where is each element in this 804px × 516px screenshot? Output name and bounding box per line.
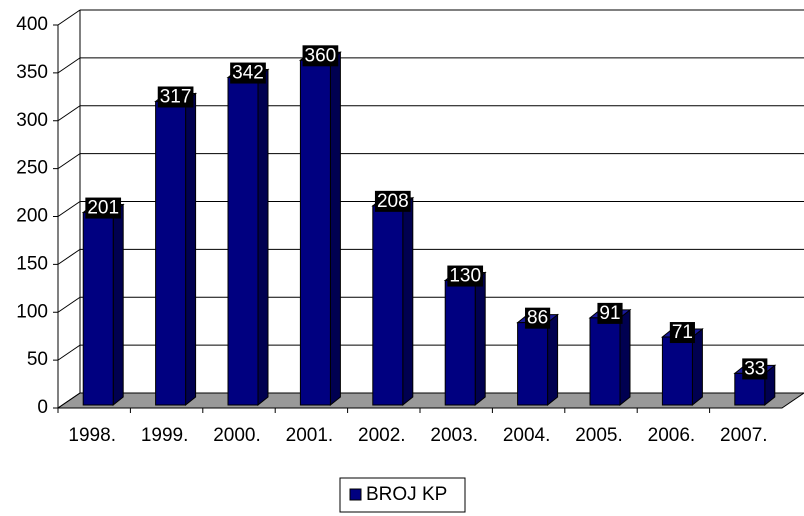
grid-line (57, 296, 81, 313)
data-label-bg (525, 307, 551, 329)
y-tick-label: 150 (16, 253, 48, 274)
data-label-bg (302, 45, 339, 67)
bar (82, 212, 114, 406)
y-tick-label: 0 (37, 397, 48, 418)
bar (444, 280, 476, 406)
x-tick-label: 2001. (286, 425, 334, 446)
bar-side (474, 271, 486, 407)
data-label-bg (157, 86, 194, 108)
data-label: 130 (449, 266, 481, 287)
grid-line (57, 344, 81, 361)
x-tick-label: 2002. (358, 425, 406, 446)
legend-label: BROJ KP (366, 484, 447, 505)
y-tick-label: 350 (16, 62, 48, 83)
bar (299, 59, 331, 406)
data-label: 33 (744, 358, 765, 379)
x-tick-label: 2000. (213, 425, 261, 446)
y-tick-label: 300 (16, 110, 48, 131)
data-label-bg (669, 322, 695, 344)
x-tick-label: 2006. (648, 425, 696, 446)
bar-side (329, 51, 341, 407)
data-label: 201 (87, 198, 119, 219)
bar (227, 77, 259, 406)
legend-swatch (349, 488, 362, 501)
bar-side (185, 92, 197, 407)
y-tick-label: 200 (16, 206, 48, 227)
data-label-bg (447, 265, 484, 287)
data-label: 317 (160, 86, 192, 107)
bar (372, 205, 404, 406)
data-label-bg (374, 190, 411, 212)
bar-side (112, 203, 124, 407)
data-label: 208 (377, 191, 409, 212)
x-tick-label: 2005. (575, 425, 623, 446)
y-tick-label: 400 (16, 14, 48, 35)
grid-line (57, 392, 81, 409)
data-label-bg (742, 358, 768, 380)
grid-line (57, 9, 81, 26)
bar (517, 322, 549, 406)
data-label: 71 (672, 322, 693, 343)
data-label-bg (230, 62, 266, 84)
bar (155, 100, 187, 406)
bar-side (402, 196, 414, 407)
bar-side (619, 308, 631, 407)
data-label: 91 (599, 303, 620, 324)
y-tick-label: 250 (16, 158, 48, 179)
data-label: 86 (527, 308, 548, 329)
grid-line (57, 57, 81, 74)
data-label: 360 (305, 45, 337, 66)
grid-line (57, 153, 81, 170)
data-label: 342 (232, 63, 264, 84)
x-tick-label: 2003. (430, 425, 478, 446)
y-tick-label: 100 (16, 301, 48, 322)
x-tick-label: 1999. (141, 425, 189, 446)
y-tick-label: 50 (27, 349, 48, 370)
bar (589, 317, 621, 406)
bar-side (257, 68, 269, 407)
data-label-bg (85, 197, 122, 219)
x-tick-label: 2007. (720, 425, 768, 446)
bar (661, 336, 693, 406)
grid-line (57, 105, 81, 122)
x-tick-label: 1998. (68, 425, 116, 446)
grid-line (57, 248, 81, 265)
x-tick-label: 2004. (503, 425, 551, 446)
data-label-bg (597, 302, 623, 324)
grid-line (57, 201, 81, 217)
